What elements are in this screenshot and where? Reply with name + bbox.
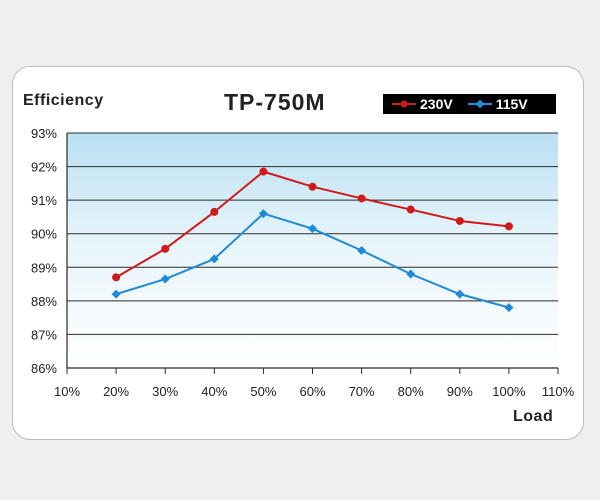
data-point-115v-1 [160, 274, 170, 284]
x-tick-label-3: 40% [201, 384, 227, 399]
x-tick-label-2: 30% [152, 384, 178, 399]
y-axis-label: Efficiency [23, 92, 104, 109]
x-tick-label-7: 80% [398, 384, 424, 399]
y-tick-label-5: 91% [31, 193, 57, 208]
data-point-115v-3 [258, 209, 268, 219]
chart-title: TP-750M [224, 89, 326, 115]
data-point-230v-7 [455, 216, 464, 225]
data-point-230v-3 [259, 167, 268, 176]
x-tick-label-0: 10% [54, 384, 80, 399]
data-point-115v-5 [357, 246, 367, 255]
legend-marker-115v [467, 99, 492, 109]
legend-item-230v: 230V [391, 96, 453, 112]
data-point-115v-7 [455, 289, 465, 299]
data-point-115v-6 [406, 269, 416, 279]
data-point-230v-5 [357, 194, 366, 203]
legend-label-115v: 115V [495, 96, 528, 112]
x-tick-label-6: 70% [349, 384, 375, 399]
y-tick-label-3: 89% [31, 260, 57, 275]
data-point-115v-0 [111, 289, 121, 299]
y-tick-label-2: 88% [31, 294, 57, 309]
data-point-230v-4 [308, 182, 317, 191]
x-tick-label-4: 50% [250, 384, 276, 399]
x-tick-label-5: 60% [299, 384, 325, 399]
x-tick-label-10: 110% [542, 384, 575, 399]
legend-label-230v: 230V [420, 96, 453, 112]
x-tick-label-9: 100% [492, 384, 526, 399]
x-axis-label: Load [513, 408, 554, 425]
y-tick-label-1: 87% [31, 327, 57, 342]
y-tick-label-4: 90% [31, 227, 57, 242]
data-point-115v-4 [308, 224, 317, 234]
legend: 230V 115V [383, 94, 556, 114]
data-point-230v-6 [406, 205, 415, 214]
plot-area [67, 133, 558, 368]
y-tick-label-7: 93% [31, 126, 57, 141]
data-point-115v-8 [504, 303, 514, 313]
legend-item-115v: 115V [467, 96, 528, 112]
data-point-230v-0 [112, 273, 121, 282]
data-point-230v-2 [210, 207, 219, 216]
y-tick-label-6: 92% [31, 160, 57, 175]
data-point-230v-1 [161, 244, 170, 253]
x-tick-label-8: 90% [447, 384, 473, 399]
y-tick-label-0: 86% [31, 361, 57, 376]
data-point-230v-8 [504, 222, 513, 231]
x-tick-label-1: 20% [103, 384, 129, 399]
data-point-115v-2 [209, 254, 219, 264]
legend-marker-230v [392, 100, 416, 108]
